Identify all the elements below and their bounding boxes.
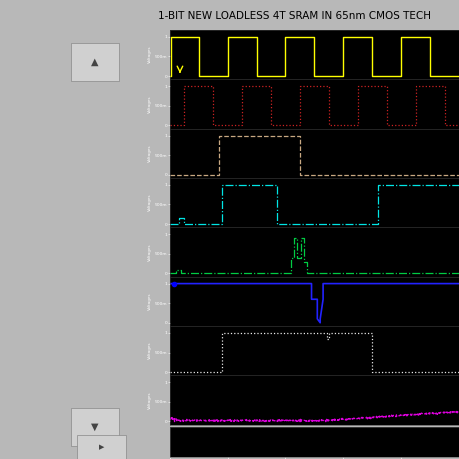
Text: Voltages: Voltages (148, 292, 152, 310)
Text: ▶: ▶ (99, 444, 104, 450)
Text: ▼: ▼ (91, 422, 99, 432)
Text: 1-BIT NEW LOADLESS 4T SRAM IN 65nm CMOS TECH: 1-BIT NEW LOADLESS 4T SRAM IN 65nm CMOS … (158, 11, 431, 22)
Text: Voltages: Voltages (148, 194, 152, 211)
Text: Voltages: Voltages (148, 391, 152, 409)
Text: Voltages: Voltages (148, 95, 152, 112)
Text: Voltages: Voltages (148, 46, 152, 63)
Text: Voltages: Voltages (148, 342, 152, 359)
FancyBboxPatch shape (77, 435, 126, 459)
Text: ▲: ▲ (91, 57, 99, 67)
FancyBboxPatch shape (71, 43, 119, 81)
Text: Voltages: Voltages (148, 243, 152, 261)
FancyBboxPatch shape (71, 408, 119, 446)
Text: Voltages: Voltages (148, 145, 152, 162)
